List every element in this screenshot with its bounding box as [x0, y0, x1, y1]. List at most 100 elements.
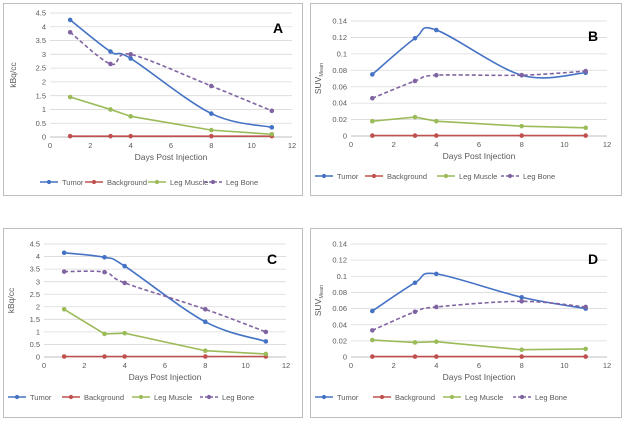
data-point-background [412, 354, 418, 359]
data-point-tumor [128, 56, 133, 61]
data-point-leg-bone [108, 61, 113, 67]
series-line-leg-muscle [372, 116, 586, 129]
series-line-leg-bone [69, 31, 273, 112]
data-point-leg-bone [583, 304, 588, 310]
data-point-leg-muscle [269, 131, 275, 137]
y-tick-label: 0.08 [332, 288, 347, 297]
data-point-background [412, 133, 418, 138]
data-point-leg-muscle [583, 346, 588, 352]
chart-panel-c: 0 0.5 1 1.5 2 2.5 3 3.5 4 4.5 0 2 4 6 8 10 12 Days Post I… [3, 228, 303, 418]
y-tick-label: 2.5 [36, 64, 46, 73]
data-point-tumor [269, 125, 275, 130]
y-tick-label: 0.04 [332, 99, 347, 108]
data-point-leg-muscle [209, 127, 214, 133]
data-point-leg-bone [269, 108, 275, 114]
panel-letter: D [588, 251, 598, 267]
x-tick-label: 8 [520, 140, 524, 149]
chart-panel-a: 0 0.5 1 1.5 2 2.5 3 3.5 4 4.5 0 2 4 6 8 10 12 Days Post I… [3, 3, 303, 196]
x-tick-label: 8 [209, 141, 213, 150]
x-tick-label: 0 [349, 140, 353, 149]
y-tick-label: 4 [42, 22, 46, 31]
data-point-leg-muscle [102, 331, 107, 337]
y-tick-label: 2.5 [30, 290, 40, 299]
y-tick-label: 0.02 [332, 336, 347, 345]
series-line-leg-muscle [69, 96, 272, 136]
x-tick-label: 8 [203, 361, 207, 370]
legend-label: Background [107, 178, 147, 187]
data-point-tumor [370, 72, 375, 77]
chart-panel-d: 0 0.02 0.04 0.06 0.08 0.1 0.12 0.14 0 2 4 6 8 10 12 Day… [310, 228, 622, 418]
x-axis-label: Days Post Injection [443, 372, 516, 382]
series-line-leg-bone [372, 300, 586, 332]
y-tick-label: 1 [42, 105, 46, 114]
y-tick-label: 0 [343, 353, 347, 362]
y-tick-label: 3.5 [30, 265, 40, 274]
data-point-leg-bone [412, 309, 418, 315]
x-tick-label: 6 [163, 361, 167, 370]
legend-marker-leg-muscle [449, 394, 455, 400]
x-tick-label: 10 [560, 140, 568, 149]
data-point-tumor [67, 17, 73, 23]
data-point-tumor [209, 111, 214, 116]
series-line-leg-bone [64, 270, 267, 333]
y-tick-label: 0.12 [332, 33, 347, 42]
chart-panel-b: 0 0.02 0.04 0.06 0.08 0.1 0.12 0.14 0 2 4 6 8 10 12 Day… [310, 3, 622, 196]
data-point-leg-muscle [434, 118, 439, 124]
legend-label: Tumor [337, 393, 359, 402]
data-point-leg-muscle [412, 114, 418, 120]
legend-marker-leg-muscle [154, 179, 160, 185]
legend-label: Leg Muscle [170, 178, 208, 187]
data-point-tumor [434, 271, 439, 277]
legend-label: Leg Muscle [154, 393, 192, 402]
chart-b-svg: 0 0.02 0.04 0.06 0.08 0.1 0.12 0.14 0 2 4 6 8 10 12 Day… [313, 17, 611, 181]
x-axis-label: Days Post Injection [129, 372, 202, 382]
x-axis-label: Days Post Injection [443, 151, 516, 161]
data-point-leg-muscle [412, 340, 418, 345]
data-point-leg-muscle [108, 107, 113, 112]
legend-marker-leg-bone [507, 173, 513, 179]
y-axis-label: kBq/cc [8, 61, 18, 87]
data-point-leg-bone [370, 95, 375, 101]
y-tick-label: 2 [36, 302, 40, 311]
y-tick-label: 0.1 [337, 272, 347, 281]
data-point-leg-bone [583, 68, 588, 74]
x-tick-label: 8 [520, 361, 524, 370]
y-axis-label-main: SUV [313, 76, 323, 94]
legend-marker-tumor [46, 179, 52, 185]
data-point-tumor [434, 27, 439, 33]
y-axis-label-subscript: Mean [319, 63, 325, 77]
data-point-leg-bone [434, 304, 439, 310]
y-tick-label: 0.08 [332, 66, 347, 75]
data-point-background [209, 133, 214, 139]
legend-label: Leg Bone [226, 178, 258, 187]
legend-label: Leg Muscle [465, 393, 503, 402]
legend-marker-leg-muscle [443, 173, 449, 179]
data-point-tumor [203, 319, 208, 325]
y-axis-label: SUVMean [313, 285, 325, 316]
x-tick-label: 10 [247, 141, 255, 150]
data-point-background [519, 133, 524, 138]
data-point-leg-bone [122, 280, 127, 286]
data-point-leg-muscle [519, 347, 524, 353]
chart-a-svg: 0 0.5 1 1.5 2 2.5 3 3.5 4 4.5 0 2 4 6 8 10 12 Days Post I… [8, 9, 296, 187]
data-point-leg-muscle [434, 339, 439, 344]
legend-marker-background [379, 394, 385, 400]
x-tick-label: 12 [288, 141, 296, 150]
data-point-tumor [108, 49, 113, 54]
legend-label: Background [395, 393, 435, 402]
series-line-tumor [69, 19, 273, 129]
panel-letter: C [267, 251, 277, 267]
y-tick-label: 3.5 [36, 36, 46, 45]
y-axis-label-main: kBq/cc [6, 287, 16, 313]
y-tick-label: 0 [42, 133, 46, 142]
data-point-background [102, 354, 107, 359]
y-axis-label-main: kBq/cc [8, 61, 18, 87]
chart-d-svg: 0 0.02 0.04 0.06 0.08 0.1 0.12 0.14 0 2 4 6 8 10 12 Day… [313, 240, 611, 402]
data-point-background [370, 354, 375, 359]
data-point-background [583, 133, 588, 138]
y-tick-label: 0.06 [332, 304, 347, 313]
data-point-tumor [61, 250, 67, 256]
data-point-tumor [412, 280, 418, 286]
y-tick-label: 0.5 [36, 119, 46, 128]
y-tick-label: 1 [36, 327, 40, 336]
